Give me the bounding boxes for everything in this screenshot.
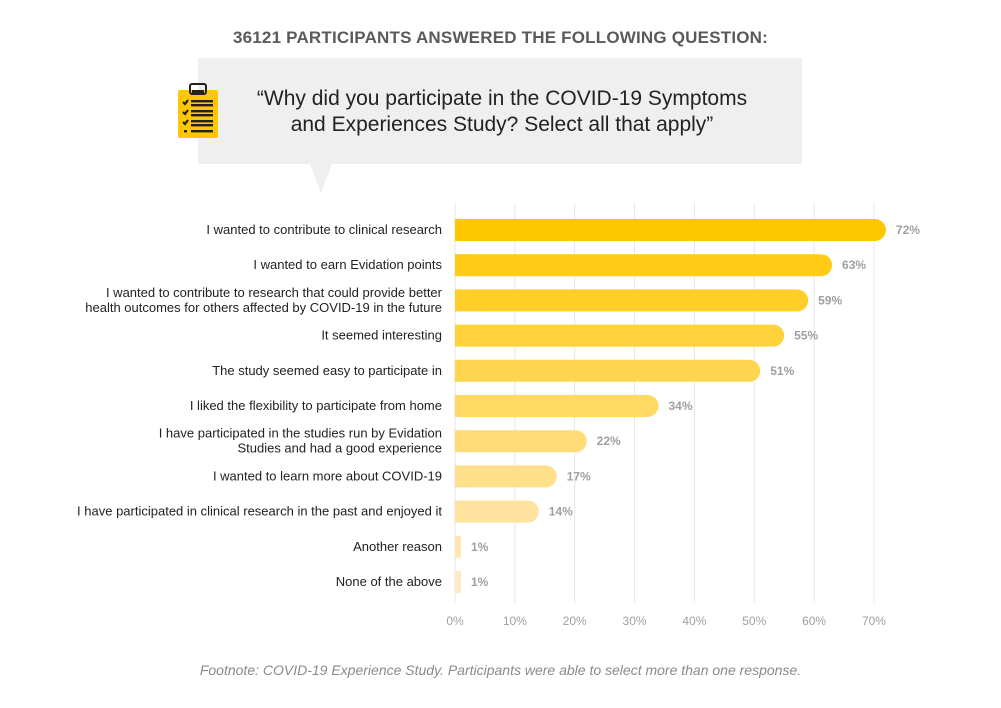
bar-base bbox=[455, 254, 466, 277]
bar bbox=[455, 395, 659, 417]
bar bbox=[455, 359, 761, 382]
x-tick-label: 60% bbox=[802, 614, 826, 628]
value-label: 63% bbox=[842, 258, 866, 272]
category-label: I wanted to earn Evidation points bbox=[253, 257, 442, 272]
x-axis-ticks: 0% 10% 20% 30% 40% 50% 60% 70% bbox=[446, 614, 886, 628]
value-label: 17% bbox=[567, 469, 591, 483]
category-label: Studies and had a good experience bbox=[237, 441, 442, 456]
value-label: 51% bbox=[770, 364, 794, 378]
question-line-1: “Why did you participate in the COVID-19… bbox=[256, 87, 748, 110]
question-line-2-main: and Experiences Study? bbox=[290, 113, 519, 136]
category-label: The study seemed easy to participate in bbox=[212, 363, 442, 378]
x-tick-label: 50% bbox=[742, 614, 766, 628]
value-label: 14% bbox=[549, 505, 573, 519]
bar-base bbox=[455, 465, 466, 488]
category-label: I have participated in the studies run b… bbox=[159, 426, 442, 441]
bar-base bbox=[455, 324, 466, 347]
value-labels: 72% 63% 59% 55% 51% 34% 22% 17% 14% 1% 1% bbox=[471, 223, 920, 589]
category-label: health outcomes for others affected by C… bbox=[85, 300, 442, 315]
category-label: None of the above bbox=[336, 574, 442, 589]
category-label: I wanted to learn more about COVID-19 bbox=[213, 468, 442, 483]
participants-heading: 36121 PARTICIPANTS ANSWERED THE FOLLOWIN… bbox=[232, 28, 769, 47]
bar-base bbox=[455, 359, 466, 382]
bar-base bbox=[455, 395, 466, 417]
bar-base bbox=[455, 219, 466, 241]
value-label: 1% bbox=[471, 575, 489, 589]
bar-base bbox=[455, 289, 466, 312]
value-label: 55% bbox=[794, 329, 818, 343]
clipboard-checklist-icon bbox=[178, 83, 218, 138]
bar bbox=[455, 465, 557, 488]
bar-base bbox=[455, 535, 461, 558]
category-label: I have participated in clinical research… bbox=[77, 504, 442, 519]
bar bbox=[455, 430, 587, 453]
bar bbox=[455, 254, 833, 277]
value-label: 72% bbox=[896, 223, 920, 237]
bar-base bbox=[455, 571, 461, 593]
x-tick-label: 20% bbox=[563, 614, 587, 628]
footnote: Footnote: COVID-19 Experience Study. Par… bbox=[199, 662, 802, 678]
x-tick-label: 10% bbox=[503, 614, 527, 628]
question-line-2: and Experiences Study? Select all that a… bbox=[232, 112, 772, 138]
survey-question: “Why did you participate in the COVID-19… bbox=[232, 86, 772, 138]
bar bbox=[455, 500, 539, 523]
value-label: 34% bbox=[668, 399, 692, 413]
bar bbox=[455, 324, 785, 347]
x-tick-label: 0% bbox=[446, 614, 464, 628]
bar-base bbox=[455, 500, 466, 523]
category-labels: I wanted to contribute to clinical resea… bbox=[77, 222, 443, 589]
category-label: It seemed interesting bbox=[321, 328, 442, 343]
bar-base bbox=[455, 430, 466, 453]
x-tick-label: 70% bbox=[862, 614, 886, 628]
bar bbox=[455, 289, 809, 312]
bars bbox=[455, 219, 886, 593]
value-label: 22% bbox=[597, 434, 621, 448]
question-bubble bbox=[198, 58, 802, 164]
question-line-2-instruction: Select all that apply” bbox=[518, 113, 714, 136]
category-label: I liked the flexibility to participate f… bbox=[190, 398, 442, 413]
value-label: 1% bbox=[471, 540, 489, 554]
value-label: 59% bbox=[818, 293, 842, 307]
category-label: I wanted to contribute to research that … bbox=[106, 285, 443, 300]
question-bubble-tail bbox=[310, 164, 332, 193]
bar bbox=[455, 219, 886, 241]
category-label: I wanted to contribute to clinical resea… bbox=[206, 222, 442, 237]
x-tick-label: 40% bbox=[682, 614, 706, 628]
x-tick-label: 30% bbox=[623, 614, 647, 628]
category-label: Another reason bbox=[353, 539, 442, 554]
